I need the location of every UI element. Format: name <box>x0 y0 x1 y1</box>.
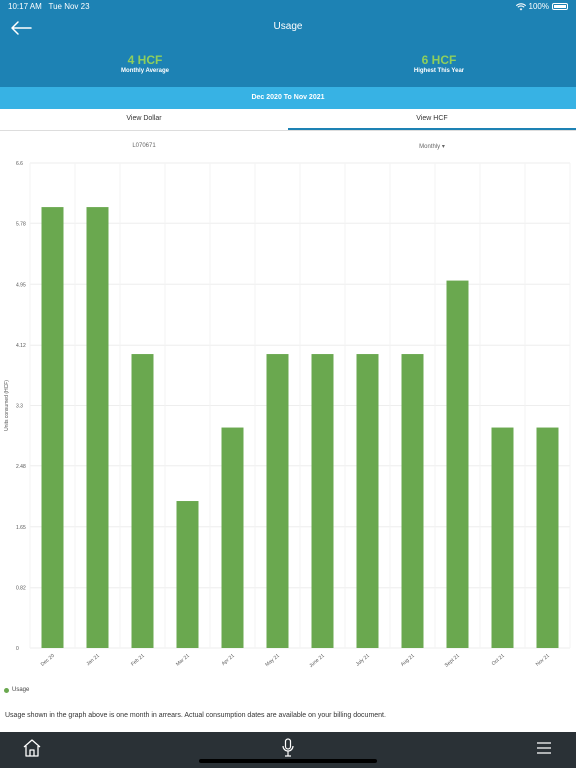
battery-icon <box>552 3 568 10</box>
date-range-bar: Dec 2020 To Nov 2021 <box>0 87 576 109</box>
usage-bar-chart: 0 0.82 1.65 2.48 3.3 4.12 4.95 5.78 6.6 Dec 20 Jan… <box>4 161 571 669</box>
y-tick-label: 1.65 <box>16 525 26 531</box>
usage-bar <box>266 354 289 648</box>
usage-bar <box>536 427 559 648</box>
legend-label: Usage <box>12 687 30 693</box>
x-tick-label: July 21 <box>355 653 371 668</box>
page-title: Usage <box>273 21 303 32</box>
y-axis-label: Units consumed (HCF) <box>4 380 10 431</box>
x-tick-label: Mar 21 <box>175 653 191 668</box>
y-tick-label: 4.95 <box>16 282 26 288</box>
view-tabs: View Dollar View HCF <box>0 109 576 131</box>
usage-bar <box>446 280 469 648</box>
home-indicator <box>199 759 377 763</box>
x-tick-label: Feb 21 <box>130 653 146 668</box>
x-tick-label: Oct 21 <box>491 653 506 667</box>
status-right: 100% <box>515 2 568 11</box>
x-tick-label: Aug 21 <box>400 653 416 668</box>
usage-bar <box>356 354 379 648</box>
x-tick-label: May 21 <box>264 653 281 668</box>
x-tick-label: Jan 21 <box>85 653 101 667</box>
usage-bar <box>311 354 334 648</box>
y-tick-label: 3.3 <box>16 404 23 410</box>
legend-swatch <box>4 687 9 693</box>
usage-bar <box>401 354 424 648</box>
y-tick-label: 2.48 <box>16 464 26 470</box>
highest-this-year-label: Highest This Year <box>413 68 465 74</box>
monthly-average-label: Monthly Average <box>121 68 169 74</box>
usage-bar <box>176 501 199 648</box>
x-tick-label: Sept 21 <box>444 653 461 669</box>
x-tick-label: June 21 <box>308 653 326 669</box>
back-arrow-icon[interactable] <box>10 20 32 36</box>
usage-bar <box>86 207 109 648</box>
status-bar: 10:17 AM Tue Nov 23 100% <box>0 2 576 14</box>
highest-this-year-value: 6 HCF <box>421 53 457 67</box>
y-tick-label: 4.12 <box>16 343 26 349</box>
microphone-icon[interactable] <box>276 737 300 759</box>
wifi-icon <box>515 2 526 10</box>
tab-view-hcf[interactable]: View HCF <box>288 109 576 130</box>
x-tick-label: Nov 21 <box>535 653 551 668</box>
x-tick-label: Apr 21 <box>221 653 236 667</box>
menu-icon[interactable] <box>532 737 556 759</box>
chart-legend: Usage <box>4 687 29 693</box>
y-tick-label: 0 <box>16 646 19 652</box>
y-tick-label: 6.6 <box>16 161 23 167</box>
tab-view-dollar[interactable]: View Dollar <box>126 115 162 122</box>
y-tick-label: 5.78 <box>16 221 26 227</box>
usage-bar <box>41 207 64 648</box>
highest-this-year-stat: 6 HCF Highest This Year <box>339 54 539 75</box>
period-dropdown[interactable]: Monthly ▾ <box>419 144 445 150</box>
usage-bar <box>131 354 154 648</box>
arrears-note: Usage shown in the graph above is one mo… <box>5 712 386 719</box>
usage-bar <box>221 427 244 648</box>
x-tick-label: Dec 20 <box>40 653 56 668</box>
status-time: 10:17 AM Tue Nov 23 <box>8 2 90 11</box>
monthly-average-stat: 4 HCF Monthly Average <box>45 54 245 75</box>
app-header: 10:17 AM Tue Nov 23 100% Usage 4 HCF Mon… <box>0 0 576 87</box>
battery-percent: 100% <box>528 2 549 11</box>
filter-row: L070671 Monthly ▾ <box>0 137 576 157</box>
usage-bar <box>491 427 514 648</box>
meter-selector[interactable]: L070671 <box>132 143 156 149</box>
y-tick-label: 0.82 <box>16 586 26 592</box>
monthly-average-value: 4 HCF <box>127 53 163 67</box>
home-icon[interactable] <box>20 737 44 759</box>
